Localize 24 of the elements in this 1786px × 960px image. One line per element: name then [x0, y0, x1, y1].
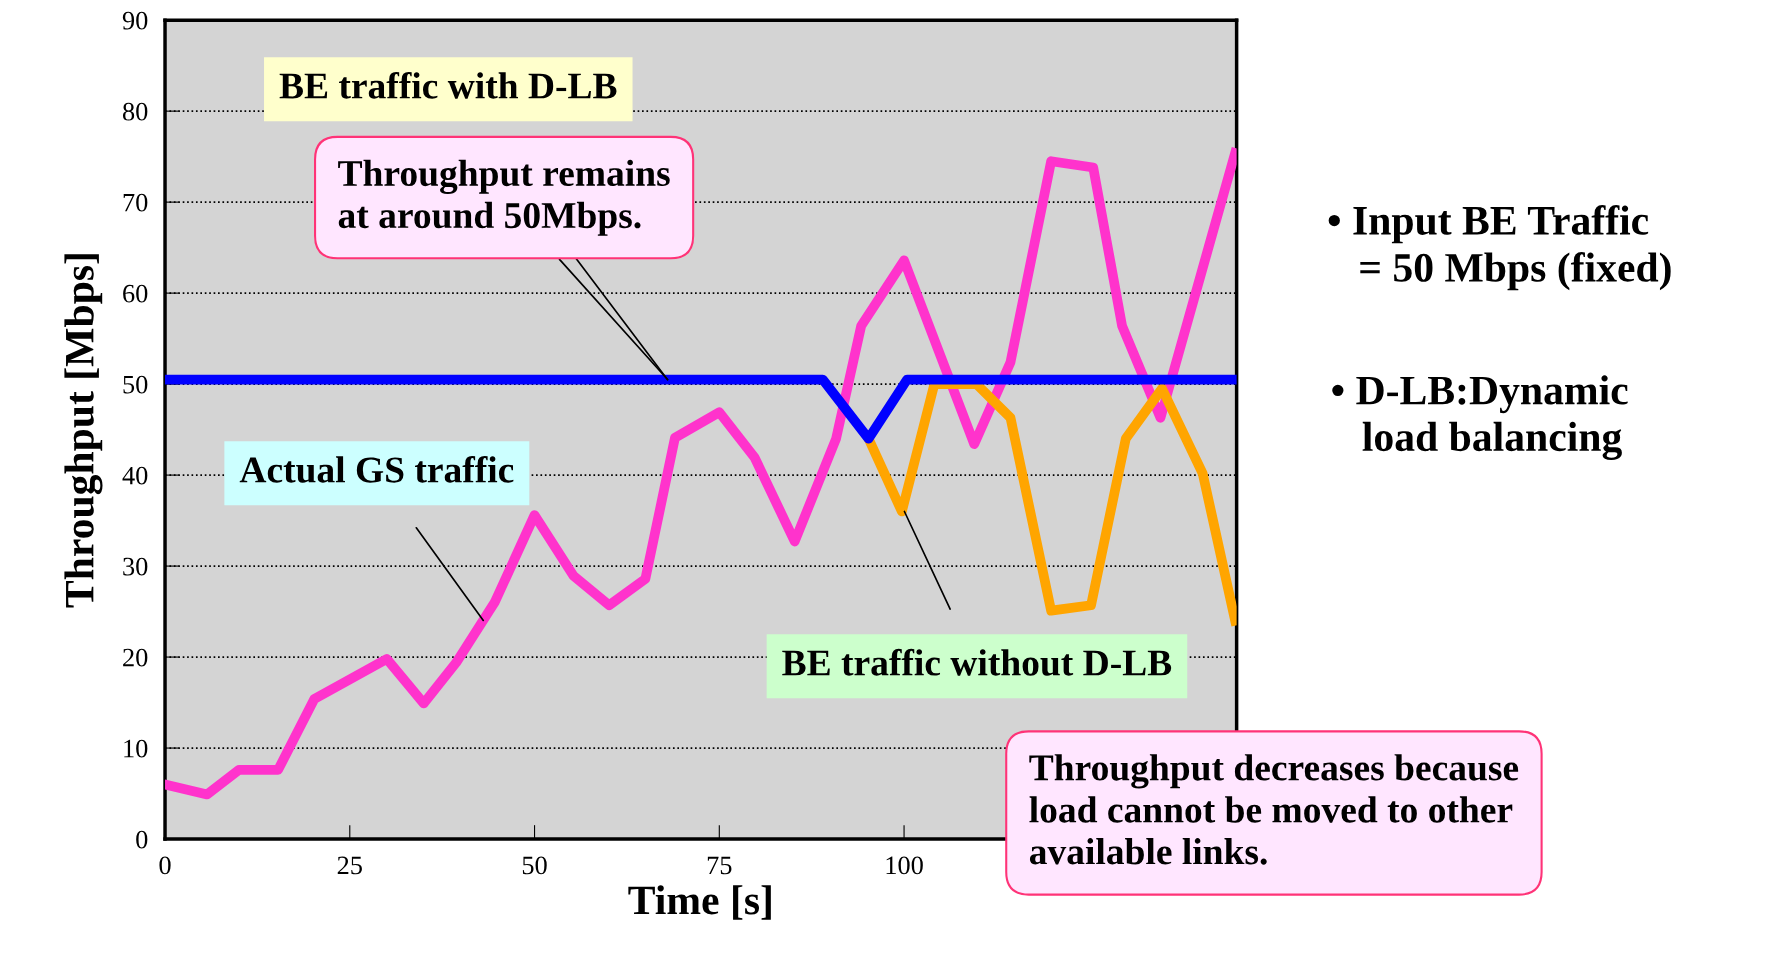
y-tick-label: 80	[122, 102, 148, 121]
annotation: Throughput remains at around 50Mbps.	[338, 159, 670, 236]
y-tick-label: 20	[123, 648, 148, 667]
x-axis-title: Time [s]	[628, 885, 771, 920]
text: • D-LB:Dynamic load balancing	[1332, 375, 1628, 460]
y-tick-label: 30	[123, 557, 148, 576]
y-tick-label: 70	[123, 193, 148, 212]
text: • Input BE Traffic = 50 Mbps (fixed)	[1328, 205, 1671, 291]
x-tick-label: 75	[707, 856, 732, 875]
x-tick-label: 100	[886, 856, 923, 875]
x-tick-label: 0	[159, 856, 171, 875]
y-tick-label: 90	[122, 11, 148, 30]
y-axis-title: Throughput [Mbps]	[64, 254, 103, 608]
y-tick-label: 60	[123, 284, 148, 303]
series-label: Actual GS traffic	[239, 455, 514, 483]
text: BE traffic with D-LB	[279, 71, 617, 99]
y-tick-label: 10	[124, 739, 148, 758]
y-tick-label: 40	[122, 466, 148, 485]
x-tick-label: 50	[522, 856, 547, 875]
series-label: BE traffic without D-LB	[782, 648, 1172, 676]
y-tick-label: 0	[136, 830, 148, 849]
annotation: Throughput decreases because load cannot be moved to other available links.	[1029, 754, 1519, 865]
x-tick-label: 25	[337, 856, 362, 875]
y-tick-label: 50	[123, 375, 148, 394]
